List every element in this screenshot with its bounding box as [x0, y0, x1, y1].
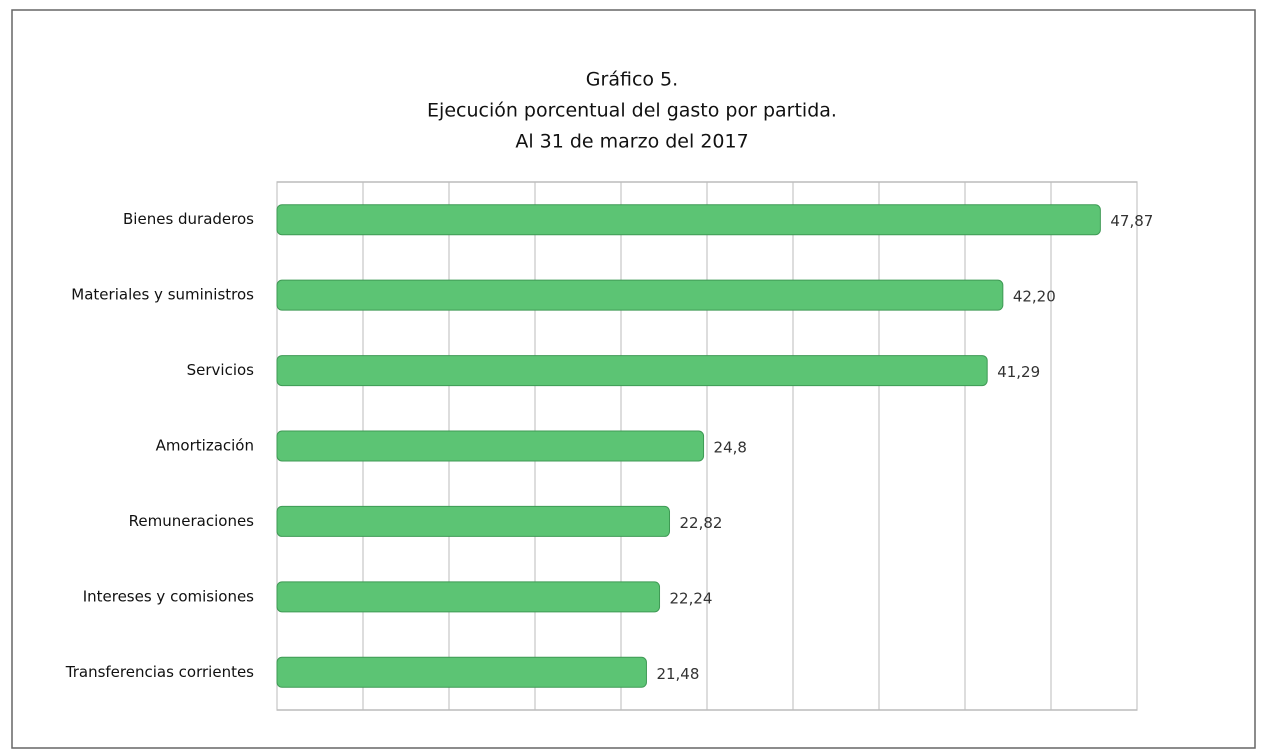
y-tick-label: Materiales y suministros: [71, 286, 254, 304]
data-label: 21,48: [656, 665, 699, 683]
bar: [276, 204, 1101, 236]
bar: [276, 355, 988, 387]
bar: [276, 656, 647, 688]
data-label: 22,24: [670, 589, 713, 607]
chart-title: Ejecución porcentual del gasto por parti…: [427, 100, 837, 122]
data-label: 22,82: [680, 514, 723, 532]
y-tick-label: Transferencias corrientes: [65, 663, 254, 681]
data-label: 41,29: [997, 363, 1040, 381]
y-tick-label: Bienes duraderos: [123, 210, 254, 228]
bar: [276, 279, 1004, 311]
data-label: 42,20: [1013, 288, 1056, 306]
chart-title: Gráfico 5.: [586, 69, 678, 91]
data-label: 24,8: [714, 439, 747, 457]
y-tick-label: Intereses y comisiones: [83, 587, 254, 605]
bar: [276, 505, 671, 537]
bar: [276, 430, 705, 462]
y-tick-label: Amortización: [156, 437, 254, 455]
y-tick-label: Servicios: [187, 361, 255, 379]
bar: [276, 581, 661, 613]
chart-title: Al 31 de marzo del 2017: [515, 131, 748, 153]
y-tick-label: Remuneraciones: [129, 512, 255, 530]
data-label: 47,87: [1110, 212, 1153, 230]
